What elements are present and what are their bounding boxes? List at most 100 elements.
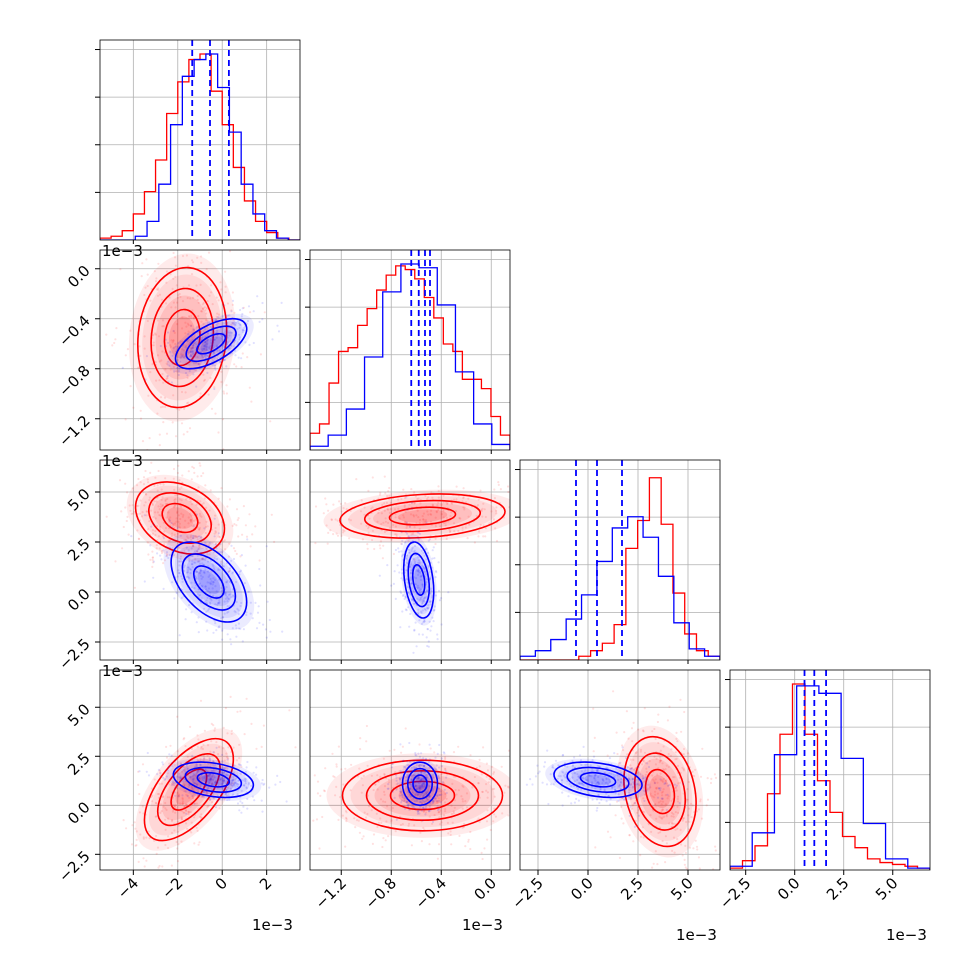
scatter-point bbox=[434, 570, 438, 573]
scatter-point bbox=[420, 591, 423, 594]
scatter-point bbox=[214, 542, 218, 546]
scatter-point bbox=[191, 351, 194, 354]
scatter-point bbox=[425, 791, 428, 794]
scatter-point bbox=[478, 796, 481, 799]
scatter-point bbox=[201, 575, 204, 579]
scatter-point bbox=[160, 549, 163, 553]
scatter-point bbox=[422, 621, 425, 624]
scatter-point bbox=[198, 348, 201, 351]
scatter-point bbox=[206, 339, 209, 342]
scatter-point bbox=[229, 593, 232, 596]
scatter-point bbox=[228, 250, 232, 253]
scatter-point bbox=[225, 384, 228, 387]
scatter-point bbox=[234, 354, 237, 357]
scatter-point bbox=[400, 543, 404, 546]
scatter-point bbox=[452, 751, 456, 754]
scatter-point bbox=[439, 809, 442, 812]
scatter-point bbox=[224, 313, 227, 316]
scatter-point bbox=[158, 513, 161, 517]
scatter-point bbox=[187, 549, 190, 552]
scatter-point bbox=[210, 786, 213, 789]
scatter-point bbox=[483, 508, 486, 511]
scatter-point bbox=[173, 597, 176, 600]
scatter-point bbox=[149, 299, 152, 302]
scatter-point bbox=[235, 365, 238, 368]
scatter-point bbox=[187, 401, 190, 404]
scatter-point bbox=[650, 830, 653, 834]
scatter-point bbox=[398, 536, 401, 539]
scatter-point bbox=[481, 507, 484, 510]
scatter-point bbox=[197, 362, 200, 365]
scatter-point bbox=[424, 783, 427, 786]
scatter-point bbox=[226, 611, 229, 614]
scatter-point bbox=[404, 541, 407, 544]
scatter-point bbox=[400, 568, 403, 571]
scatter-point bbox=[177, 830, 180, 834]
scatter-point bbox=[173, 805, 176, 808]
scatter-point bbox=[536, 764, 539, 767]
scatter-point bbox=[416, 788, 419, 791]
scatter-point bbox=[420, 778, 423, 782]
scatter-point bbox=[403, 496, 407, 500]
scatter-point bbox=[440, 597, 443, 600]
scatter-point bbox=[130, 512, 133, 515]
scatter-point bbox=[159, 505, 162, 508]
scatter-point bbox=[419, 793, 422, 796]
scatter-point bbox=[148, 437, 151, 440]
scatter-point bbox=[166, 796, 169, 799]
scatter-point bbox=[410, 598, 413, 602]
scatter-point bbox=[129, 329, 132, 332]
scatter-point bbox=[423, 607, 426, 611]
scatter-point bbox=[189, 354, 192, 357]
scatter-point bbox=[636, 782, 640, 786]
scatter-point bbox=[227, 593, 231, 596]
scatter-point bbox=[195, 326, 198, 329]
scatter-point bbox=[440, 793, 443, 796]
scatter-point bbox=[154, 533, 157, 537]
scatter-point bbox=[206, 780, 209, 783]
scatter-point bbox=[406, 760, 409, 763]
scatter-point bbox=[564, 773, 567, 776]
scatter-point bbox=[217, 431, 220, 434]
scatter-point bbox=[258, 567, 261, 571]
scatter-point bbox=[423, 571, 427, 574]
scatter-point bbox=[229, 775, 232, 779]
scatter-point bbox=[183, 737, 186, 740]
scatter-point bbox=[550, 830, 552, 832]
scatter-point bbox=[414, 784, 418, 788]
scatter-point bbox=[622, 781, 626, 784]
scatter-point bbox=[417, 793, 420, 796]
scatter-point bbox=[144, 501, 147, 504]
scatter-point bbox=[537, 772, 540, 775]
scatter-point bbox=[172, 522, 175, 526]
scatter-point bbox=[151, 558, 154, 562]
scatter-point bbox=[194, 765, 197, 768]
scatter-point bbox=[655, 805, 658, 808]
scatter-point bbox=[148, 496, 151, 499]
scatter-point bbox=[186, 376, 189, 379]
scatter-point bbox=[180, 505, 183, 508]
scatter-point bbox=[181, 798, 184, 801]
contour-line bbox=[389, 780, 456, 811]
scatter-point bbox=[430, 590, 433, 593]
scatter-point bbox=[165, 756, 169, 759]
scatter-point bbox=[551, 766, 554, 769]
scatter-point bbox=[433, 608, 436, 612]
scatter-point bbox=[432, 546, 435, 549]
scatter-point bbox=[231, 321, 234, 324]
scatter-point bbox=[204, 345, 207, 348]
scatter-point bbox=[436, 805, 439, 808]
scatter-point bbox=[277, 330, 281, 333]
scatter-point bbox=[461, 800, 464, 803]
scatter-point bbox=[425, 791, 428, 795]
scatter-point bbox=[132, 512, 135, 515]
scatter-point bbox=[380, 512, 383, 515]
scatter-point bbox=[406, 773, 409, 776]
scatter-point bbox=[441, 783, 444, 786]
scatter-point bbox=[193, 471, 196, 474]
scatter-point bbox=[656, 720, 660, 724]
scatter-point bbox=[424, 572, 427, 575]
scatter-point bbox=[668, 822, 671, 825]
scatter-point bbox=[199, 584, 202, 588]
scatter-point bbox=[215, 344, 219, 347]
